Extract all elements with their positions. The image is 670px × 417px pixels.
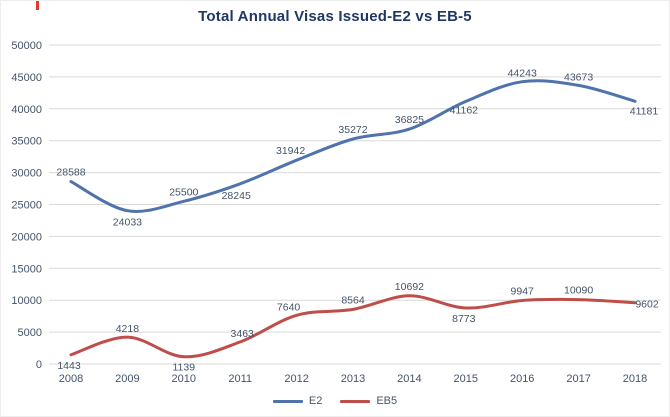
y-tick-label: 15000 [11,263,42,275]
e2-data-label: 35272 [338,124,367,136]
eb5-data-label: 7640 [277,301,301,313]
x-tick-label: 2015 [454,373,478,385]
eb5-data-label: 3463 [231,328,255,340]
eb5-data-label: 1443 [57,360,81,372]
y-tick-label: 25000 [11,200,42,212]
eb5-data-label: 10692 [395,281,424,293]
gridlines-and-yticks: 0 5000 10000 15000 20000 25000 30000 35000 40000… [11,40,661,371]
e2-series-line [69,79,637,213]
e2-data-label: 41162 [450,104,479,116]
y-tick-label: 50000 [11,40,42,52]
x-axis-labels: 2008 2009 2010 2011 2012 2013 2014 2015 2016 2017… [59,373,647,385]
x-tick-label: 2014 [397,373,421,385]
e2-data-label: 28588 [56,167,85,179]
e2-data-label: 41181 [630,105,659,117]
e2-legend-line-swatch [272,399,303,403]
e2-data-label: 36825 [395,114,424,126]
eb5-data-label: 4218 [116,323,140,335]
y-tick-label: 10000 [11,295,42,307]
e2-data-label: 25500 [169,186,198,198]
y-tick-label: 35000 [11,136,42,148]
eb5-data-label: 1139 [173,362,196,374]
eb5-data-label: 8564 [341,294,365,306]
e2-data-label: 28245 [222,190,251,202]
x-tick-label: 2012 [284,373,308,385]
e2-data-labels: 28588 24033 25500 28245 31942 35272 36825 41162… [56,68,658,229]
e2-legend-label: E2 [308,395,323,407]
chart-legend: E2 EB5 [1,394,669,408]
x-tick-label: 2009 [115,373,139,385]
y-tick-label: 45000 [11,72,42,84]
eb5-legend-line-swatch [340,399,371,403]
x-tick-label: 2011 [228,373,252,385]
y-tick-label: 5000 [18,327,42,339]
x-tick-label: 2013 [341,373,365,385]
eb5-data-label: 10090 [564,285,593,297]
chart-title: Total Annual Visas Issued-E2 vs EB-5 [198,8,472,25]
eb5-data-label: 9602 [635,299,659,311]
x-tick-label: 2010 [172,373,196,385]
e2-data-label: 43673 [564,71,593,83]
e2-data-label: 24033 [113,217,142,229]
eb5-data-label: 8773 [452,313,476,325]
eb5-legend-label: EB5 [376,395,398,407]
y-tick-label: 20000 [11,231,42,243]
x-tick-label: 2018 [623,373,647,385]
y-tick-label: 30000 [11,168,42,180]
red-artifact-mark [36,1,39,10]
x-tick-label: 2016 [510,373,534,385]
e2-data-label: 44243 [508,68,537,80]
y-tick-label: 40000 [11,104,42,116]
e2-data-label: 31942 [276,145,305,157]
eb5-data-labels: 1443 4218 1139 3463 7640 8564 10692 8773 9947 100… [57,281,659,374]
y-tick-label: 0 [36,359,42,371]
eb5-data-label: 9947 [511,286,535,298]
eb5-series-line [69,294,637,359]
x-tick-label: 2017 [566,373,590,385]
x-tick-label: 2008 [59,373,83,385]
